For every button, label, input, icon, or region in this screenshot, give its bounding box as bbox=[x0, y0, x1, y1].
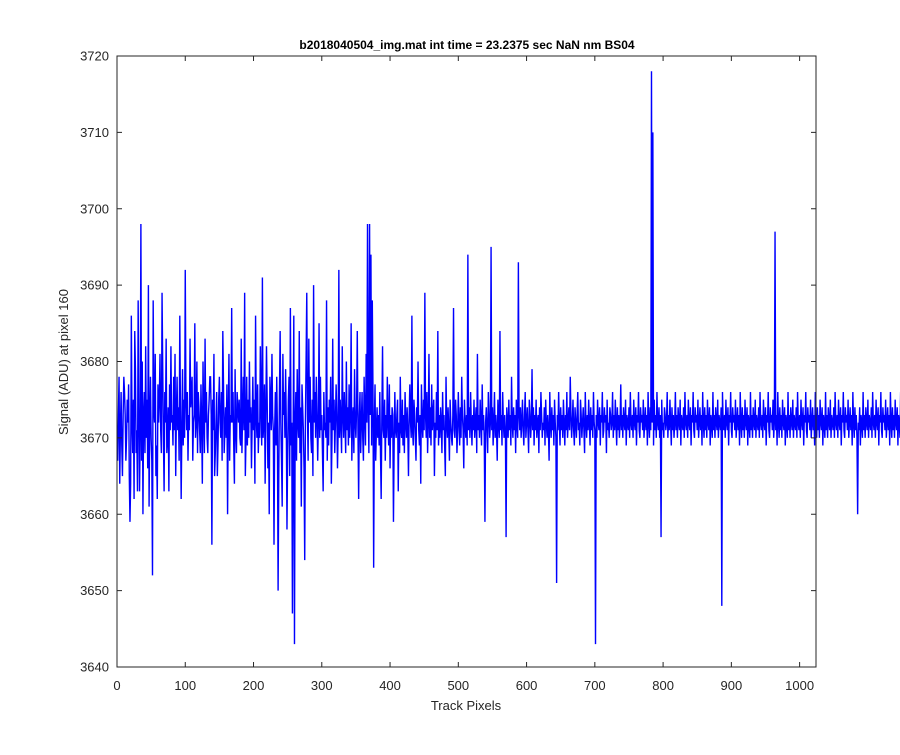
y-tick-label: 3650 bbox=[80, 583, 109, 598]
y-tick-label: 3690 bbox=[80, 278, 109, 293]
y-tick-label: 3680 bbox=[80, 354, 109, 369]
x-tick-label: 300 bbox=[311, 678, 333, 693]
x-tick-label: 0 bbox=[113, 678, 120, 693]
x-tick-label: 200 bbox=[243, 678, 265, 693]
y-tick-label: 3710 bbox=[80, 125, 109, 140]
chart-title: b2018040504_img.mat int time = 23.2375 s… bbox=[299, 38, 635, 52]
x-axis-label: Track Pixels bbox=[431, 698, 502, 713]
x-tick-label: 500 bbox=[447, 678, 469, 693]
y-tick-label: 3700 bbox=[80, 201, 109, 216]
x-tick-label: 900 bbox=[721, 678, 743, 693]
series-layer bbox=[116, 71, 900, 645]
x-tick-label: 700 bbox=[584, 678, 606, 693]
x-tick-label: 400 bbox=[379, 678, 401, 693]
x-tick-label: 800 bbox=[652, 678, 674, 693]
x-axis: 0 100 200 300 400 500 600 700 800 900 1000 bbox=[113, 56, 814, 693]
x-tick-label: 1000 bbox=[785, 678, 814, 693]
plot-area bbox=[117, 56, 816, 667]
y-axis: 3640 3650 3660 3670 3680 3690 3700 3710 3720 bbox=[80, 49, 816, 675]
series-line-0 bbox=[116, 71, 900, 645]
y-tick-label: 3660 bbox=[80, 507, 109, 522]
y-tick-label: 3720 bbox=[80, 49, 109, 64]
y-tick-label: 3640 bbox=[80, 660, 109, 675]
y-axis-label: Signal (ADU) at pixel 160 bbox=[56, 289, 71, 435]
x-tick-label: 100 bbox=[174, 678, 196, 693]
y-tick-label: 3670 bbox=[80, 430, 109, 445]
x-tick-label: 600 bbox=[516, 678, 538, 693]
